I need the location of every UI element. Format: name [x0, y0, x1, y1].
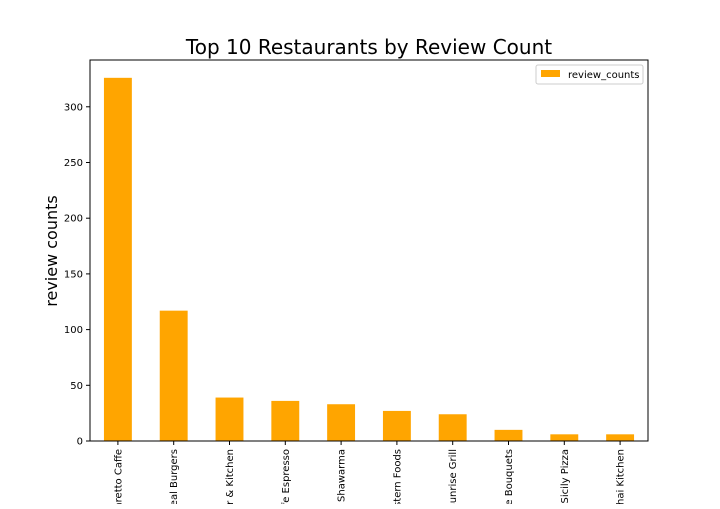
- legend-label: review_counts: [568, 70, 640, 81]
- x-tick-label: Sicily Pizza: [560, 449, 571, 504]
- y-axis: 0 50 100 150 200 250 300: [64, 102, 90, 448]
- bar: [103, 77, 132, 442]
- x-tick-label: Real Burgers: [169, 449, 180, 504]
- y-axis-label: review counts: [42, 195, 61, 306]
- y-tick-label: 250: [64, 158, 83, 169]
- bar: [159, 310, 188, 441]
- y-tick-label: 300: [64, 102, 83, 113]
- legend-swatch: [541, 70, 560, 77]
- x-tick-label: Amaretto Caffe: [113, 449, 124, 504]
- bar: [327, 404, 356, 441]
- legend-box: [535, 64, 644, 85]
- bar: [271, 400, 300, 441]
- bar: [382, 410, 411, 441]
- x-axis: Amaretto Caffe Real Burgers Bar & Kitchen C…: [113, 441, 627, 509]
- x-tick-label: Cafe Espresso: [281, 449, 292, 504]
- bars: [103, 77, 635, 442]
- y-tick-label: 0: [77, 437, 83, 448]
- bar: [606, 434, 635, 441]
- bar: [550, 434, 579, 441]
- bar: [215, 397, 244, 441]
- y-tick-label: 50: [70, 381, 83, 392]
- bar: [494, 429, 523, 441]
- x-tick-label: Sunrise Grill: [448, 449, 459, 504]
- y-tick-label: 150: [64, 269, 83, 280]
- x-tick-label: Thai Kitchen: [616, 449, 627, 504]
- x-tick-label: The Bouquets: [504, 449, 515, 504]
- y-tick-label: 100: [64, 325, 83, 336]
- legend: review_counts: [535, 64, 644, 85]
- x-tick-label: Bar & Kitchen: [225, 449, 236, 504]
- plot-frame: [89, 59, 649, 442]
- x-tick-label: Shawarma: [337, 449, 348, 502]
- bar: [438, 414, 467, 441]
- chart-title: Top 10 Restaurants by Review Count: [185, 35, 552, 59]
- y-tick-label: 200: [64, 214, 83, 225]
- x-tick-label: Eastern Foods: [392, 449, 403, 504]
